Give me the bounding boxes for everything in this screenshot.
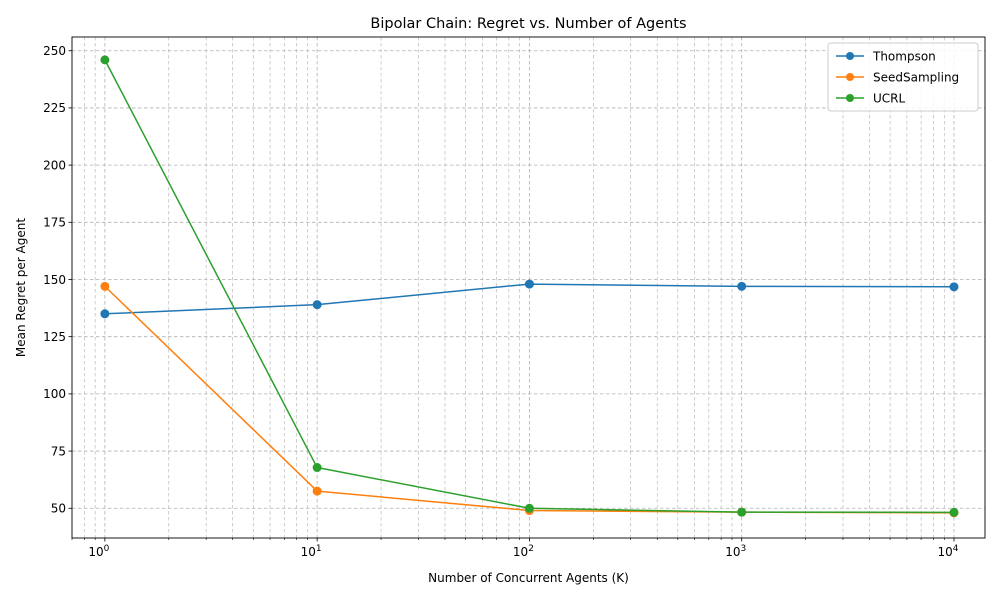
x-tick-label: 102 bbox=[513, 544, 534, 559]
plot-series bbox=[100, 55, 959, 518]
x-tick-exponent: 1 bbox=[316, 544, 322, 554]
x-tick-base: 10 bbox=[88, 545, 103, 559]
y-tick-label: 100 bbox=[43, 387, 66, 401]
series-ucrl bbox=[100, 55, 959, 517]
x-tick-base: 10 bbox=[301, 545, 316, 559]
data-point bbox=[312, 463, 322, 473]
legend: Thompson SeedSampling UCRL bbox=[827, 42, 979, 112]
legend-box bbox=[827, 42, 979, 112]
data-point bbox=[949, 507, 959, 517]
y-tick-label: 200 bbox=[43, 158, 66, 172]
data-point bbox=[312, 486, 322, 496]
data-point bbox=[312, 300, 322, 310]
y-tick-label: 125 bbox=[43, 330, 66, 344]
y-tick-label: 175 bbox=[43, 216, 66, 230]
data-point bbox=[100, 309, 110, 319]
y-tick-label: 75 bbox=[51, 444, 66, 458]
y-axis-label: Mean Regret per Agent bbox=[14, 218, 28, 357]
legend-marker bbox=[846, 52, 854, 60]
legend-label: SeedSampling bbox=[873, 70, 959, 84]
x-tick-label: 103 bbox=[725, 544, 746, 559]
data-point bbox=[524, 279, 534, 289]
x-tick-base: 10 bbox=[725, 545, 740, 559]
data-point bbox=[524, 503, 534, 513]
x-tick-exponent: 0 bbox=[104, 544, 110, 554]
legend-item: UCRL bbox=[836, 91, 906, 105]
y-tick-label: 150 bbox=[43, 273, 66, 287]
x-axis-label: Number of Concurrent Agents (K) bbox=[428, 571, 629, 585]
x-tick-exponent: 4 bbox=[953, 544, 959, 554]
x-tick-exponent: 3 bbox=[740, 544, 746, 554]
x-tick-label: 101 bbox=[301, 544, 322, 559]
y-tick-label: 250 bbox=[43, 44, 66, 58]
x-tick-label: 100 bbox=[88, 544, 109, 559]
legend-label: Thompson bbox=[872, 49, 936, 63]
plot-frame bbox=[71, 36, 986, 539]
data-point bbox=[737, 507, 747, 517]
data-point bbox=[949, 282, 959, 292]
x-tick-exponent: 2 bbox=[528, 544, 534, 554]
chart-title: Bipolar Chain: Regret vs. Number of Agen… bbox=[370, 16, 686, 32]
legend-item: Thompson bbox=[836, 49, 936, 63]
series-thompson bbox=[100, 279, 959, 319]
legend-label: UCRL bbox=[873, 91, 906, 105]
grid bbox=[71, 37, 985, 538]
data-point bbox=[737, 281, 747, 291]
legend-item: SeedSampling bbox=[836, 70, 959, 84]
data-point bbox=[100, 55, 110, 65]
legend-marker bbox=[846, 94, 854, 102]
data-point bbox=[100, 281, 110, 291]
x-tick-base: 10 bbox=[937, 545, 952, 559]
x-tick-label: 104 bbox=[937, 544, 958, 559]
legend-marker bbox=[846, 73, 854, 81]
x-tick-base: 10 bbox=[513, 545, 528, 559]
y-tick-label: 225 bbox=[43, 101, 66, 115]
y-tick-label: 50 bbox=[51, 502, 66, 516]
